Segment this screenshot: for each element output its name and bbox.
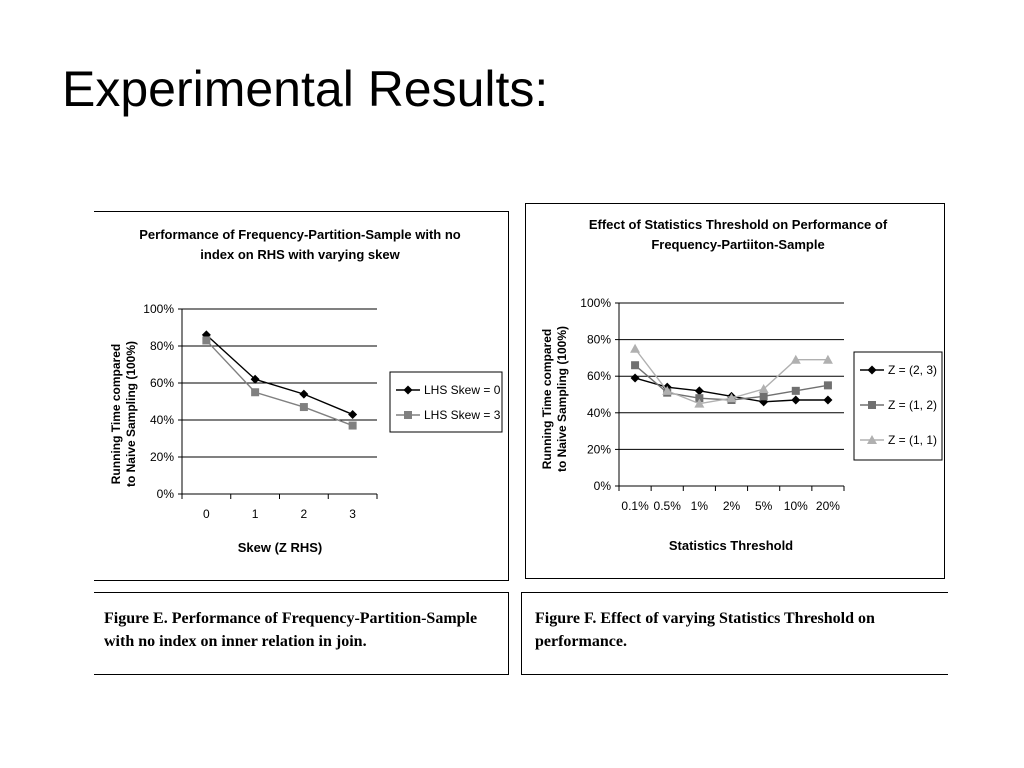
e-x-axis-label: Skew (Z RHS) [238, 540, 323, 555]
f-series-2-point [662, 385, 673, 395]
f-y-tick-label: 40% [587, 406, 611, 420]
e-x-tick-label: 0 [203, 507, 210, 521]
f-chart-title-line: Frequency-Partiiton-Sample [651, 237, 824, 252]
slide-title: Experimental Results: [62, 61, 549, 117]
f-series-1-point [823, 381, 832, 390]
e-legend-marker [404, 411, 412, 419]
e-chart-title-line: index on RHS with varying skew [200, 247, 400, 262]
f-legend-entry: Z = (1, 2) [888, 398, 937, 412]
e-y-tick-label: 40% [150, 413, 174, 427]
f-series-2-point [630, 343, 641, 353]
e-series-1-point [348, 421, 357, 430]
e-x-tick-label: 3 [349, 507, 356, 521]
e-series-line-1 [205, 339, 353, 427]
e-series-line-0 [205, 334, 353, 416]
f-y-tick-label: 80% [587, 333, 611, 347]
e-y-axis-label-line: to Naive Sampling (100%) [124, 341, 138, 487]
f-legend-marker [868, 401, 876, 409]
e-x-tick-label: 2 [301, 507, 308, 521]
figure-e-caption-box: Figure E. Performance of Frequency-Parti… [94, 592, 509, 675]
f-series-0-point [694, 386, 704, 396]
e-y-tick-label: 100% [143, 302, 174, 316]
f-y-axis-label-line: to Naive Sampling (100%) [555, 326, 569, 472]
f-chart-title-line: Effect of Statistics Threshold on Perfor… [589, 217, 888, 232]
e-y-tick-label: 0% [157, 487, 175, 501]
e-legend-entry: LHS Skew = 0 [424, 383, 501, 397]
f-series-1-point [791, 386, 800, 395]
figure-e-caption: Figure E. Performance of Frequency-Parti… [104, 610, 478, 650]
e-chart-title-line: Performance of Frequency-Partition-Sampl… [139, 227, 460, 242]
f-x-tick-label: 20% [816, 499, 840, 513]
f-legend-entry: Z = (2, 3) [888, 363, 937, 377]
e-y-tick-label: 60% [150, 376, 174, 390]
f-x-tick-label: 2% [723, 499, 741, 513]
f-series-2-point [694, 398, 705, 408]
f-legend-entry: Z = (1, 1) [888, 433, 937, 447]
f-series-2-point [758, 384, 769, 394]
f-series-0-point [791, 395, 801, 405]
e-legend-marker [403, 385, 413, 395]
f-series-2-point [822, 354, 833, 364]
f-x-tick-label: 10% [784, 499, 808, 513]
e-series-0-point [299, 389, 309, 399]
f-legend-marker [867, 435, 877, 444]
f-x-tick-label: 5% [755, 499, 773, 513]
f-y-tick-label: 100% [580, 296, 611, 310]
e-series-1-point [299, 403, 308, 412]
chart-e: Performance of Frequency-Partition-Sampl… [109, 227, 503, 555]
f-y-tick-label: 0% [594, 479, 612, 493]
f-y-axis-label-line: Running Time compared [540, 329, 554, 469]
e-legend-entry: LHS Skew = 3 [424, 408, 501, 422]
e-series-0-point [348, 409, 358, 419]
f-series-2-point [790, 354, 801, 364]
e-legend-box [389, 371, 503, 433]
f-y-tick-label: 60% [587, 369, 611, 383]
e-series-1-point [251, 388, 260, 397]
chart-panel-f: Effect of Statistics Threshold on Perfor… [525, 203, 945, 579]
f-series-0-point [823, 395, 833, 405]
f-y-tick-label: 20% [587, 442, 611, 456]
figure-f-caption-box: Figure F. Effect of varying Statistics T… [521, 592, 948, 675]
e-series-1-point [202, 336, 211, 345]
f-x-tick-label: 0.1% [621, 499, 649, 513]
e-series-0-point [250, 374, 260, 384]
e-y-tick-label: 80% [150, 339, 174, 353]
chart-f: Effect of Statistics Threshold on Perfor… [540, 217, 943, 553]
f-series-1-point [759, 392, 768, 401]
e-y-tick-label: 20% [150, 450, 174, 464]
f-series-0-point [630, 373, 640, 383]
e-x-tick-label: 1 [252, 507, 259, 521]
f-series-1-point [631, 361, 640, 370]
f-legend-marker [867, 365, 877, 375]
f-x-tick-label: 0.5% [654, 499, 682, 513]
f-x-axis-label: Statistics Threshold [669, 538, 793, 553]
chart-panel-e: Performance of Frequency-Partition-Sampl… [94, 211, 509, 581]
figure-f-caption: Figure F. Effect of varying Statistics T… [535, 610, 875, 650]
e-y-axis-label-line: Running Time compared [109, 344, 123, 484]
f-series-2-point [726, 393, 737, 403]
f-series-1-point [695, 394, 704, 403]
f-x-tick-label: 1% [691, 499, 709, 513]
